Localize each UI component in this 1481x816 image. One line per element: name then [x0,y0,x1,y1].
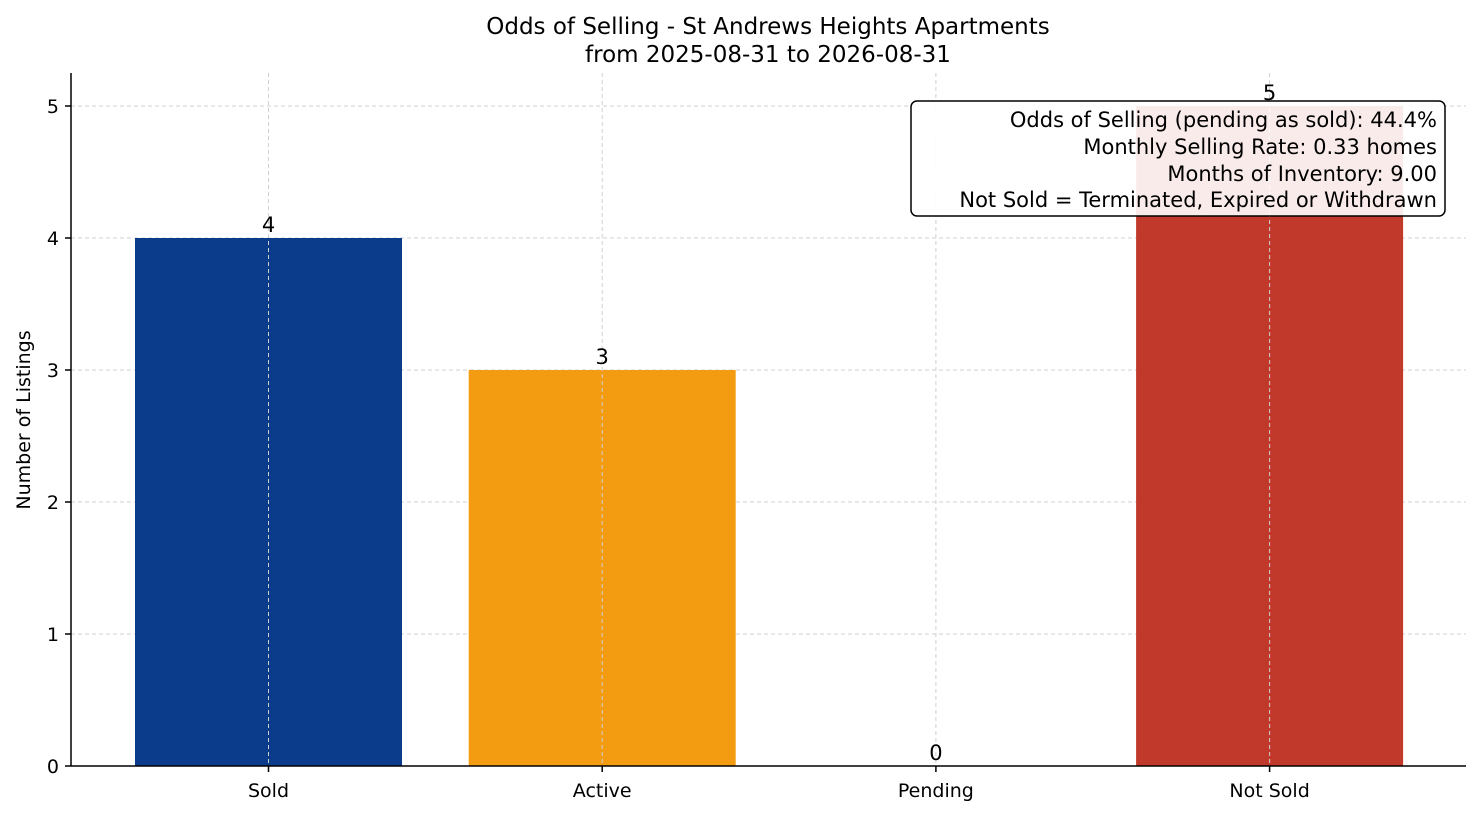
data-labels-layer: 4 3 0 5 [262,81,1276,765]
info-line-inventory: Months of Inventory: 9.00 [1167,162,1437,186]
axes-layer [70,73,1466,767]
chart-subtitle: from 2025-08-31 to 2026-08-31 [585,42,951,68]
y-tick-label: 0 [47,756,59,778]
data-label: 5 [1263,81,1276,105]
y-axis-label: Number of Listings [13,330,35,509]
x-tick-label: Sold [248,780,289,802]
x-tick-label: Active [573,780,632,802]
data-label: 4 [262,213,275,237]
ticks-layer: 0 1 2 3 4 5 Sold Active Pending Not Sold [47,96,1310,802]
info-line-odds: Odds of Selling (pending as sold): 44.4% [1010,108,1437,132]
info-line-definition: Not Sold = Terminated, Expired or Withdr… [959,188,1437,212]
chart-title: Odds of Selling - St Andrews Heights Apa… [486,14,1050,40]
y-tick-label: 5 [47,96,59,118]
y-tick-label: 3 [47,360,59,382]
info-line-rate: Monthly Selling Rate: 0.33 homes [1083,135,1437,159]
x-tick-label: Not Sold [1229,780,1309,802]
data-label: 0 [929,741,942,765]
y-tick-label: 4 [47,228,59,250]
info-box: Odds of Selling (pending as sold): 44.4%… [910,100,1446,217]
data-label: 3 [596,345,609,369]
y-tick-label: 2 [47,492,59,514]
y-tick-label: 1 [47,624,59,646]
info-box-frame [910,100,1446,217]
x-tick-label: Pending [898,780,974,802]
